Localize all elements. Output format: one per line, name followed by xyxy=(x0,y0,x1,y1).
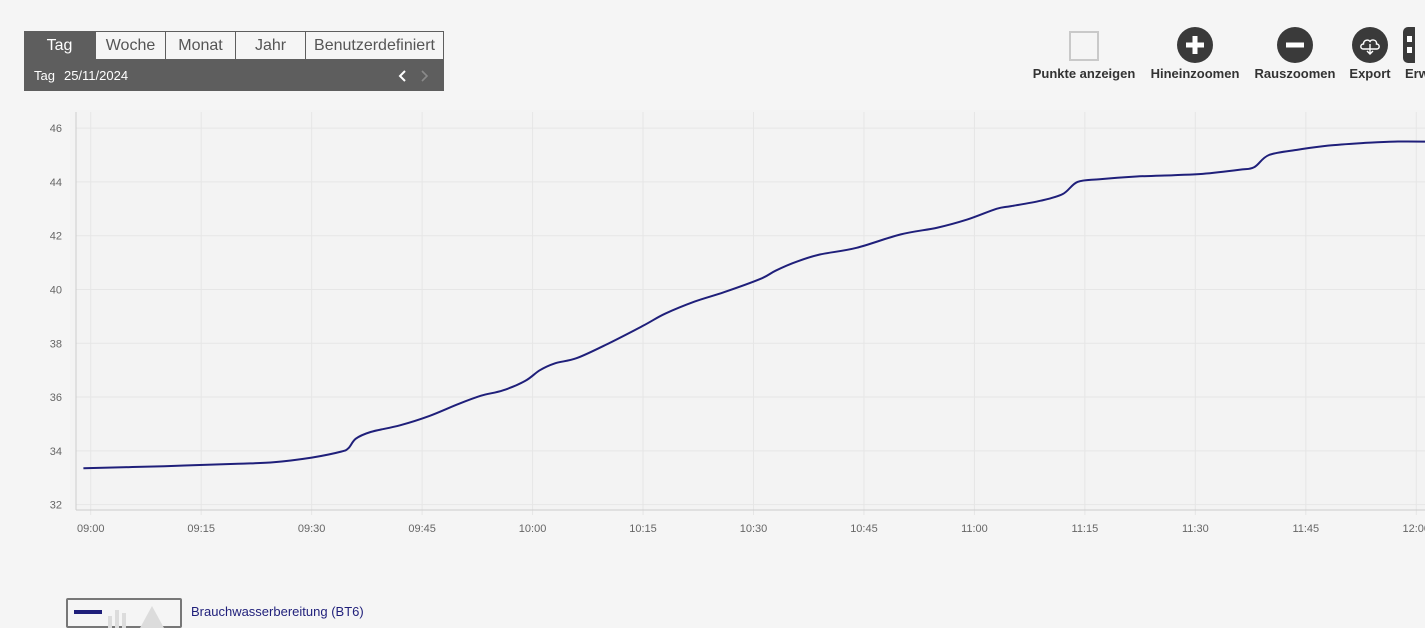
y-tick-label: 36 xyxy=(50,392,62,404)
x-tick-label: 11:45 xyxy=(1292,523,1319,535)
x-tick-label: 09:15 xyxy=(187,523,215,535)
x-tick-label: 09:45 xyxy=(408,523,436,535)
zoom-in-label: Hineinzoomen xyxy=(1150,66,1240,81)
show-points-checkbox[interactable] xyxy=(1069,30,1099,61)
y-tick-label: 38 xyxy=(50,338,62,350)
y-tick-label: 44 xyxy=(50,177,62,189)
date-value[interactable]: 25/11/2024 xyxy=(63,68,129,83)
legend-label[interactable]: Brauchwasserbereitung (BT6) xyxy=(191,604,364,619)
chevron-right-icon[interactable] xyxy=(415,60,433,91)
export-label: Export xyxy=(1349,66,1391,81)
x-tick-label: 12:00 xyxy=(1403,523,1425,535)
zoom-out-label: Rauszoomen xyxy=(1254,66,1336,81)
show-points-toggle[interactable]: Punkte anzeigen xyxy=(1031,27,1137,81)
x-tick-label: 10:45 xyxy=(850,523,878,535)
x-tick-label: 11:30 xyxy=(1182,523,1209,535)
date-label: Tag xyxy=(34,68,55,83)
export-button[interactable]: Export xyxy=(1347,27,1393,81)
legend-bars-icon xyxy=(108,606,164,628)
extended-label: Erw xyxy=(1405,66,1425,81)
tab-year[interactable]: Jahr xyxy=(236,31,306,60)
x-tick-label: 11:00 xyxy=(961,523,988,535)
legend-toggle[interactable] xyxy=(66,598,182,628)
temperature-chart: 32 34 36 38 40 42 44 46 09:00 09:15 09:30 09:45 10:… xyxy=(50,110,1425,535)
x-tick-label: 10:00 xyxy=(519,523,547,535)
y-tick-label: 42 xyxy=(50,231,62,243)
cloud-download-icon xyxy=(1352,27,1388,63)
period-selector: Tag Woche Monat Jahr Benutzerdefiniert T… xyxy=(24,31,444,91)
zoom-out-button[interactable]: Rauszoomen xyxy=(1253,27,1337,81)
extended-button[interactable]: Erw xyxy=(1403,27,1425,81)
x-tick-label: 10:30 xyxy=(740,523,768,535)
tab-month[interactable]: Monat xyxy=(166,31,236,60)
extended-icon xyxy=(1403,27,1415,63)
show-points-label: Punkte anzeigen xyxy=(1032,66,1136,81)
x-grid xyxy=(90,112,1417,515)
minus-icon xyxy=(1277,27,1313,63)
period-tabs: Tag Woche Monat Jahr Benutzerdefiniert xyxy=(24,31,444,60)
plus-icon xyxy=(1177,27,1213,63)
tab-custom[interactable]: Benutzerdefiniert xyxy=(306,31,444,60)
plot-area xyxy=(70,110,1425,510)
zoom-in-button[interactable]: Hineinzoomen xyxy=(1149,27,1241,81)
y-tick-label: 46 xyxy=(50,123,62,135)
x-tick-label: 09:00 xyxy=(77,523,105,535)
y-grid xyxy=(76,127,1425,506)
series-line-bt6[interactable] xyxy=(83,140,1425,470)
x-tick-label: 09:30 xyxy=(298,523,326,535)
date-row: Tag 25/11/2024 xyxy=(24,60,444,91)
legend-swatch xyxy=(74,610,102,614)
y-tick-label: 40 xyxy=(50,284,62,296)
x-tick-labels: 09:00 09:15 09:30 09:45 10:00 10:15 10:30 10:45… xyxy=(77,523,1425,535)
y-tick-label: 34 xyxy=(50,446,62,458)
y-tick-label: 32 xyxy=(50,500,62,512)
y-tick-labels: 32 34 36 38 40 42 44 46 xyxy=(50,123,62,511)
chevron-left-icon[interactable] xyxy=(394,60,412,91)
x-tick-label: 10:15 xyxy=(629,523,657,535)
x-tick-label: 11:15 xyxy=(1072,523,1099,535)
tab-week[interactable]: Woche xyxy=(96,31,166,60)
tab-day[interactable]: Tag xyxy=(24,31,96,60)
